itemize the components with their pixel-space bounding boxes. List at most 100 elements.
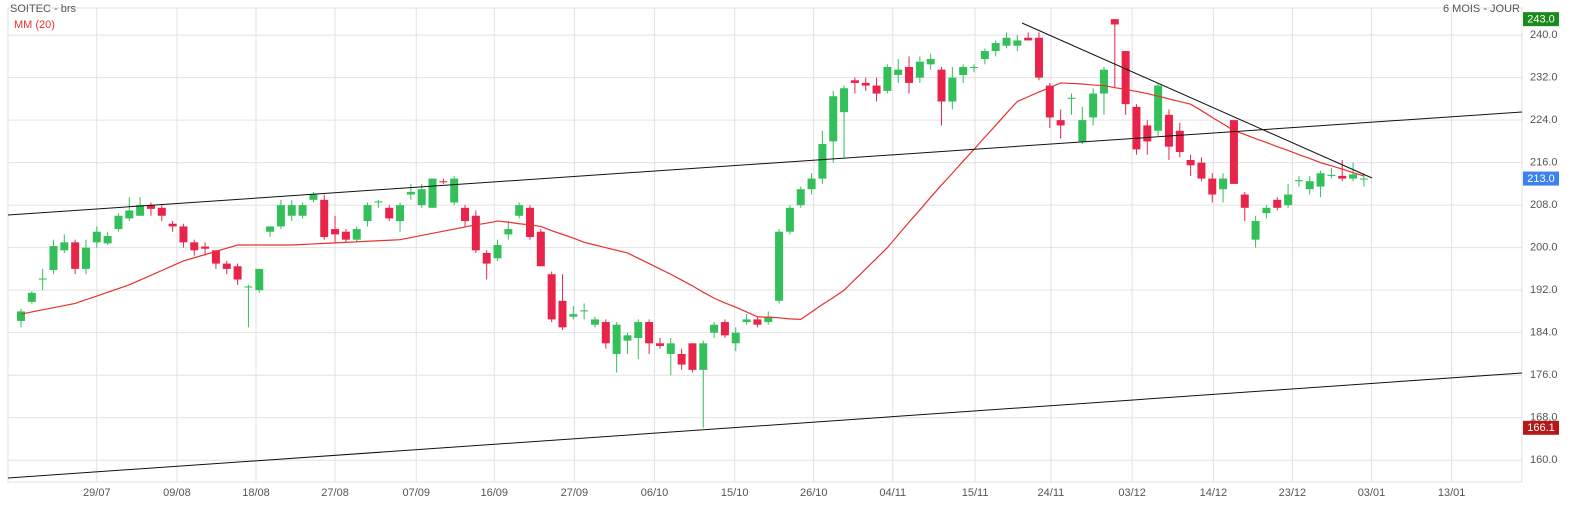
candle-body	[634, 322, 643, 338]
candle-body	[753, 319, 762, 325]
candle-body	[536, 231, 545, 267]
candle-body	[1056, 120, 1065, 126]
candle-body	[1175, 130, 1184, 153]
x-tick-label: 24/11	[1038, 487, 1065, 499]
candle-body	[688, 343, 697, 370]
candle-body	[146, 205, 155, 209]
candle-body	[309, 194, 318, 200]
candle-body	[1132, 106, 1141, 150]
candle-body	[276, 205, 285, 227]
y-tick-label: 160.0	[1530, 454, 1558, 466]
candle-body	[861, 82, 870, 86]
price-marker-label: 243.0	[1527, 14, 1555, 26]
candle-body	[38, 278, 47, 280]
candle-body	[525, 207, 534, 238]
plot-frame	[7, 7, 1523, 483]
candle-body	[590, 319, 599, 325]
x-tick-label: 06/10	[641, 487, 669, 499]
candle-body	[850, 80, 859, 83]
y-tick-label: 208.0	[1530, 199, 1558, 211]
candle-body	[959, 66, 968, 75]
candle-body	[515, 205, 524, 216]
price-marker	[1523, 171, 1559, 186]
candle-body	[720, 322, 729, 336]
candle-body	[385, 207, 394, 219]
candle-body	[363, 205, 372, 222]
candle-body	[645, 322, 654, 344]
candle-body	[493, 245, 502, 259]
candle-body	[829, 96, 838, 142]
candle-body	[655, 343, 664, 346]
candle-body	[970, 66, 979, 69]
x-tick-label: 07/09	[403, 487, 431, 499]
x-tick-label: 03/01	[1358, 487, 1386, 499]
candle-body	[677, 353, 686, 365]
candle-body	[926, 59, 935, 65]
candle-body	[1316, 173, 1325, 187]
candle-body	[764, 316, 773, 323]
x-tick-label: 03/12	[1118, 487, 1146, 499]
candle-body	[580, 310, 589, 312]
candle-body	[157, 207, 166, 216]
candle-body	[840, 88, 849, 113]
candle-body	[1099, 69, 1108, 94]
candle-body	[352, 229, 361, 240]
candle-body	[201, 246, 210, 249]
y-tick-label: 224.0	[1530, 114, 1558, 126]
candle-body	[406, 191, 415, 195]
candle-body	[1078, 120, 1087, 142]
candle-body	[785, 207, 794, 232]
price-marker-label: 213.0	[1527, 173, 1555, 185]
y-tick-label: 232.0	[1530, 72, 1558, 84]
x-tick-label: 23/12	[1279, 487, 1307, 499]
candle-body	[255, 268, 264, 291]
candle-body	[374, 201, 383, 203]
candle-body	[710, 324, 719, 333]
candle-body	[168, 223, 177, 227]
x-tick-label: 29/07	[83, 487, 111, 499]
candle-body	[547, 274, 556, 320]
candle-body	[1143, 125, 1152, 142]
price-marker	[1523, 12, 1559, 27]
x-tick-label: 13/01	[1438, 487, 1466, 499]
candle-body	[1338, 175, 1347, 179]
candle-body	[71, 242, 80, 269]
candle-body	[211, 250, 220, 264]
candle-body	[450, 178, 459, 203]
candle-body	[569, 314, 578, 317]
candle-body	[114, 215, 123, 230]
candle-body	[905, 66, 914, 83]
candle-body	[807, 178, 816, 190]
candle-body	[1197, 162, 1206, 179]
candle-body	[244, 286, 253, 288]
candle-body	[612, 324, 621, 354]
candle-body	[775, 231, 784, 301]
candle-body	[92, 231, 101, 243]
candle-body	[1154, 85, 1163, 131]
trend-line	[7, 372, 1523, 479]
candle-body	[601, 322, 610, 344]
candle-body	[1219, 178, 1228, 190]
moving-average-line	[20, 82, 1365, 321]
price-marker-label: 166.1	[1527, 422, 1555, 434]
candle-body	[1284, 194, 1293, 206]
candle-body	[1251, 221, 1260, 240]
candle-body	[915, 61, 924, 78]
candle-body	[1349, 174, 1358, 179]
candle-body	[266, 226, 275, 232]
x-tick-label: 27/09	[561, 487, 589, 499]
candle-body	[27, 292, 36, 302]
price-marker	[1523, 420, 1559, 435]
candle-body	[1305, 181, 1314, 190]
candle-body	[948, 77, 957, 102]
x-tick-label: 14/12	[1200, 487, 1228, 499]
candle-body	[439, 181, 448, 183]
candle-body	[937, 69, 946, 102]
candle-body	[1240, 194, 1249, 208]
marks	[16, 19, 1368, 428]
grid	[8, 8, 1522, 482]
candle-body	[298, 205, 307, 216]
candle-body	[699, 343, 708, 370]
chart-title: SOITEC - brs	[10, 3, 77, 15]
candle-body	[872, 85, 881, 94]
